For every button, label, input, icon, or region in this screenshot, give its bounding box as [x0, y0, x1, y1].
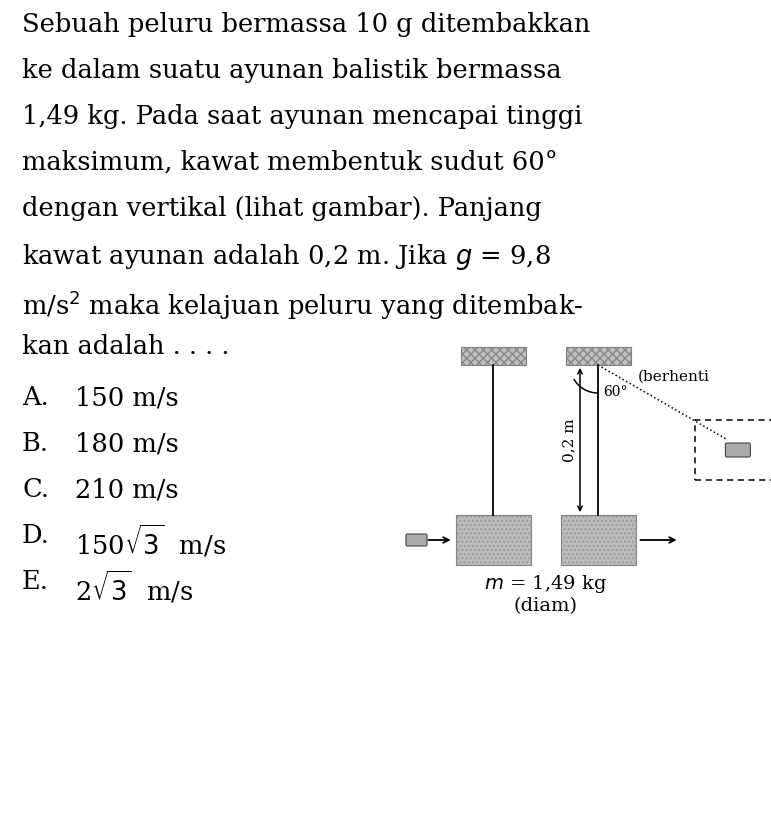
Text: 180 m/s: 180 m/s: [75, 431, 179, 456]
Bar: [456, 515, 530, 565]
Text: maksimum, kawat membentuk sudut 60°: maksimum, kawat membentuk sudut 60°: [22, 150, 557, 175]
Bar: [561, 515, 635, 565]
Bar: [565, 347, 631, 365]
Bar: [456, 515, 530, 565]
Text: 150$\sqrt{3}$  m/s: 150$\sqrt{3}$ m/s: [75, 523, 226, 560]
Text: D.: D.: [22, 523, 50, 548]
FancyBboxPatch shape: [726, 443, 750, 457]
Text: kan adalah . . . .: kan adalah . . . .: [22, 334, 230, 359]
Bar: [460, 347, 526, 365]
Text: (berhenti: (berhenti: [638, 370, 710, 384]
Text: 150 m/s: 150 m/s: [75, 385, 179, 410]
Text: C.: C.: [22, 477, 49, 502]
Text: 1,49 kg. Pada saat ayunan mencapai tinggi: 1,49 kg. Pada saat ayunan mencapai tingg…: [22, 104, 583, 129]
Text: $m$ = 1,49 kg: $m$ = 1,49 kg: [484, 573, 607, 595]
Text: B.: B.: [22, 431, 49, 456]
Text: A.: A.: [22, 385, 49, 410]
Text: kawat ayunan adalah 0,2 m. Jika $g$ = 9,8: kawat ayunan adalah 0,2 m. Jika $g$ = 9,…: [22, 242, 550, 272]
Text: Sebuah peluru bermassa 10 g ditembakkan: Sebuah peluru bermassa 10 g ditembakkan: [22, 12, 591, 37]
Text: 0,2 m: 0,2 m: [562, 418, 576, 462]
Bar: [561, 515, 635, 565]
Text: 2$\sqrt{3}$  m/s: 2$\sqrt{3}$ m/s: [75, 569, 194, 606]
Text: dengan vertikal (lihat gambar). Panjang: dengan vertikal (lihat gambar). Panjang: [22, 196, 542, 221]
Bar: [565, 347, 631, 365]
Text: m/s$^2$ maka kelajuan peluru yang ditembak-: m/s$^2$ maka kelajuan peluru yang ditemb…: [22, 288, 584, 321]
Bar: [695, 420, 771, 480]
Text: 210 m/s: 210 m/s: [75, 477, 179, 502]
Text: 60°: 60°: [603, 385, 628, 399]
Text: ke dalam suatu ayunan balistik bermassa: ke dalam suatu ayunan balistik bermassa: [22, 58, 561, 83]
Text: E.: E.: [22, 569, 49, 594]
Bar: [460, 347, 526, 365]
FancyBboxPatch shape: [406, 534, 427, 546]
Text: (diam): (diam): [513, 597, 577, 615]
